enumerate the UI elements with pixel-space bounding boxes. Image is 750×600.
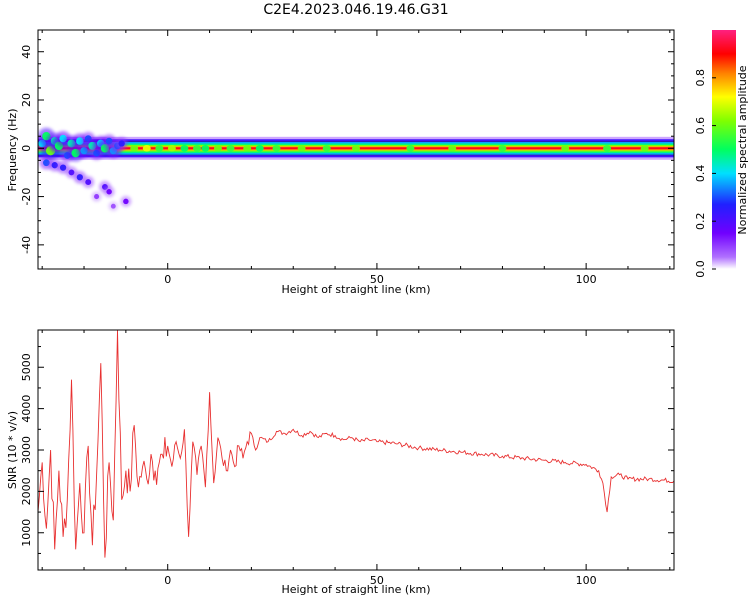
band-node bbox=[193, 144, 201, 152]
spectrogram-y-tick-label: -20 bbox=[20, 188, 33, 206]
band-node bbox=[243, 144, 252, 152]
spectrogram-ticks: 0 50 100 -40 -20 0 20 40 bbox=[20, 30, 674, 286]
band-node bbox=[297, 144, 306, 152]
spectrogram-y-tick-label: 20 bbox=[20, 93, 33, 107]
band-node bbox=[561, 144, 570, 152]
colorbar-gradient bbox=[712, 30, 736, 269]
band-node bbox=[498, 144, 507, 152]
band-node bbox=[272, 144, 281, 152]
spectrogram-x-tick-label: 50 bbox=[370, 273, 384, 286]
band-node bbox=[142, 144, 151, 152]
band-node bbox=[130, 144, 139, 152]
snr-panel: 0 50 100 1000 2000 3000 4000 5000 Height of str… bbox=[6, 329, 675, 596]
snr-x-tick-label: 0 bbox=[164, 574, 171, 587]
spectrogram-y-tick-label: -40 bbox=[20, 236, 33, 254]
scatter-blob bbox=[76, 174, 83, 181]
scatter-blob bbox=[85, 179, 92, 186]
scatter-blob bbox=[59, 164, 67, 171]
snr-frame bbox=[37, 329, 675, 571]
band-node bbox=[167, 144, 176, 152]
colorbar-tick-label: 0.2 bbox=[694, 212, 707, 230]
snr-y-tick-label: 3000 bbox=[20, 436, 33, 464]
scatter-blob bbox=[106, 189, 112, 195]
snr-series-line bbox=[38, 330, 674, 558]
scatter-blob bbox=[110, 203, 116, 209]
spectrogram-marks bbox=[38, 127, 674, 212]
band-node bbox=[155, 144, 164, 152]
spectrogram-y-tick-label: 0 bbox=[20, 145, 33, 152]
colorbar-label: Normalized spectral amplitude bbox=[736, 65, 749, 234]
snr-y-tick-label: 2000 bbox=[20, 477, 33, 505]
band-node bbox=[640, 144, 649, 152]
spectrogram-x-axis-label: Height of straight line (km) bbox=[281, 283, 430, 296]
band-node bbox=[226, 144, 235, 152]
spectrogram-frame bbox=[37, 29, 675, 270]
scatter-blob bbox=[43, 159, 50, 167]
spectrogram-panel: 0 50 100 -40 -20 0 20 40 Height of straight lin… bbox=[6, 29, 675, 296]
colorbar-tick-label: 0.4 bbox=[694, 165, 707, 183]
scatter-blob bbox=[94, 194, 100, 200]
colorbar: 0.0 0.2 0.4 0.6 0.8 Normalized spectral ampl… bbox=[694, 30, 749, 278]
spectrogram-y-axis-label: Frequency (Hz) bbox=[6, 109, 19, 192]
snr-y-tick-label: 4000 bbox=[20, 395, 33, 423]
snr-ticks: 0 50 100 1000 2000 3000 4000 5000 bbox=[20, 330, 674, 587]
scatter-blob bbox=[51, 162, 58, 169]
colorbar-tick-label: 0.0 bbox=[694, 260, 707, 278]
band-node bbox=[201, 144, 210, 152]
band-node bbox=[603, 144, 612, 152]
spectrogram-y-tick-label: 40 bbox=[20, 45, 33, 59]
spectrogram-x-tick-label: 0 bbox=[164, 273, 171, 286]
colorbar-tick-label: 0.6 bbox=[694, 117, 707, 135]
snr-y-tick-label: 5000 bbox=[20, 353, 33, 381]
colorbar-ticks: 0.0 0.2 0.4 0.6 0.8 bbox=[694, 69, 716, 278]
snr-y-axis-label: SNR (10 * v/v) bbox=[6, 411, 19, 489]
band-node bbox=[448, 144, 457, 152]
scatter-blob bbox=[123, 198, 129, 205]
spectrogram-x-tick-label: 100 bbox=[576, 273, 597, 286]
colorbar-tick-label: 0.8 bbox=[694, 69, 707, 87]
band-node bbox=[406, 144, 415, 152]
band-node bbox=[213, 144, 222, 152]
scatter-blob bbox=[118, 140, 125, 147]
band-node bbox=[180, 144, 189, 152]
snr-x-axis-label: Height of straight line (km) bbox=[281, 583, 430, 596]
band-node bbox=[352, 144, 360, 152]
snr-x-tick-label: 100 bbox=[576, 574, 597, 587]
scatter-blob bbox=[68, 169, 75, 176]
figure-title: C2E4.2023.046.19.46.G31 bbox=[263, 2, 448, 18]
snr-y-tick-label: 1000 bbox=[20, 519, 33, 547]
scatter-blob bbox=[105, 137, 113, 145]
snr-x-tick-label: 50 bbox=[370, 574, 384, 587]
band-node bbox=[322, 144, 331, 152]
band-node bbox=[255, 144, 264, 152]
